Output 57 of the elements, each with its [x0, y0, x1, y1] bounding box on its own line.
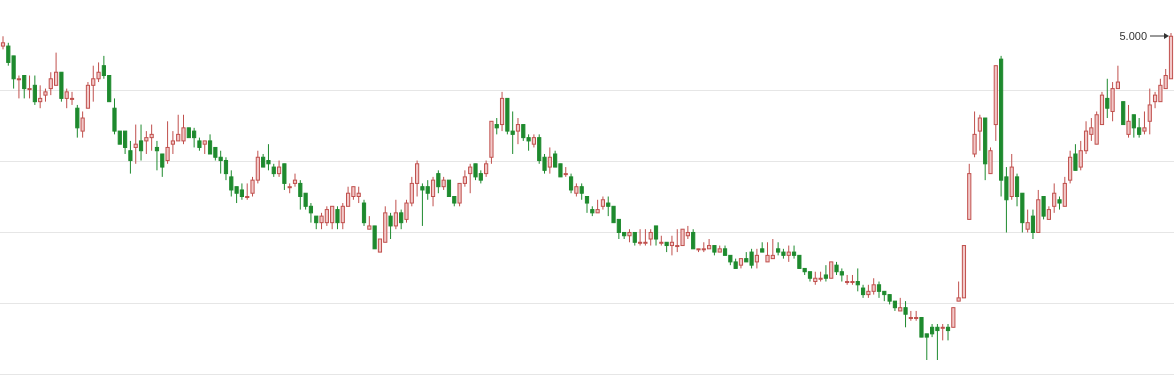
candlestick — [1025, 209, 1030, 233]
candlestick — [16, 75, 22, 99]
candlestick — [977, 114, 982, 152]
candlestick — [547, 146, 552, 175]
candlestick — [393, 199, 398, 230]
candlestick — [282, 163, 287, 191]
candlestick — [436, 169, 441, 194]
candlestick — [399, 209, 404, 230]
candlestick — [75, 104, 80, 139]
candlestick — [430, 176, 436, 207]
candlestick — [951, 307, 956, 328]
candlestick — [1142, 110, 1147, 135]
candlestick — [388, 212, 393, 240]
candlestick — [1030, 209, 1036, 240]
candlestick — [128, 140, 133, 175]
candlestick — [335, 205, 340, 230]
candlestick — [1073, 143, 1078, 171]
candlestick — [855, 267, 860, 292]
candlestick — [1105, 78, 1110, 119]
candlestick — [133, 124, 138, 165]
candlestick — [468, 163, 473, 194]
candlestick — [160, 153, 165, 178]
candlestick — [22, 75, 27, 99]
candlestick — [361, 199, 367, 227]
candlestick — [0, 35, 6, 50]
candlestick — [515, 117, 521, 145]
candlestick — [584, 196, 590, 214]
candlestick — [1041, 196, 1046, 220]
candlestick — [27, 75, 32, 99]
candlestick — [292, 173, 298, 188]
candlestick — [823, 264, 828, 283]
candlestick — [653, 225, 659, 247]
candlestick — [138, 124, 144, 162]
candlestick — [372, 225, 377, 250]
candlestick — [1126, 104, 1131, 139]
candlestick — [1068, 150, 1073, 184]
annotation: 5.000 — [1119, 30, 1147, 42]
candlestick — [988, 146, 993, 175]
candlestick — [1062, 176, 1067, 207]
candlestick — [1147, 88, 1152, 135]
candlestick — [669, 235, 675, 256]
candlestick — [754, 248, 759, 269]
candlestick — [80, 110, 85, 139]
candlestick — [568, 173, 574, 194]
candlestick — [165, 120, 170, 165]
candlestick — [32, 75, 37, 106]
candlestick — [276, 160, 282, 178]
candlestick — [1052, 182, 1057, 214]
candlestick — [245, 182, 250, 201]
candlestick — [154, 140, 160, 171]
candlestick — [903, 300, 908, 328]
candlestick — [972, 110, 977, 158]
candlestick — [85, 81, 91, 109]
candlestick — [1121, 101, 1126, 126]
candlestick — [691, 228, 696, 250]
candlestick — [945, 323, 951, 341]
candlestick — [38, 84, 43, 109]
